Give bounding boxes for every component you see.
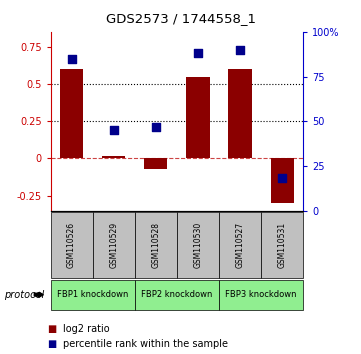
Bar	[60, 69, 83, 159]
Text: GSM110529: GSM110529	[109, 222, 118, 268]
Text: ■: ■	[47, 324, 56, 333]
Point	[195, 51, 201, 56]
Point	[237, 47, 243, 53]
Point	[111, 127, 117, 133]
Text: GSM110528: GSM110528	[151, 222, 160, 268]
Text: log2 ratio: log2 ratio	[63, 324, 110, 333]
Bar	[102, 155, 125, 159]
Point	[279, 176, 285, 181]
Text: protocol: protocol	[4, 290, 44, 300]
Text: FBP3 knockdown: FBP3 knockdown	[225, 290, 297, 299]
Point	[69, 56, 74, 62]
Text: GSM110530: GSM110530	[193, 222, 203, 268]
Point	[153, 124, 159, 130]
Bar	[271, 159, 294, 203]
Text: GSM110526: GSM110526	[67, 222, 76, 268]
Text: GDS2573 / 1744558_1: GDS2573 / 1744558_1	[105, 12, 256, 25]
Bar	[186, 76, 209, 159]
Text: FBP1 knockdown: FBP1 knockdown	[57, 290, 129, 299]
Text: GSM110531: GSM110531	[278, 222, 287, 268]
Text: ■: ■	[47, 339, 56, 349]
Text: percentile rank within the sample: percentile rank within the sample	[63, 339, 228, 349]
Bar	[144, 159, 168, 169]
Text: FBP2 knockdown: FBP2 knockdown	[141, 290, 213, 299]
Bar	[229, 69, 252, 159]
Text: GSM110527: GSM110527	[236, 222, 244, 268]
